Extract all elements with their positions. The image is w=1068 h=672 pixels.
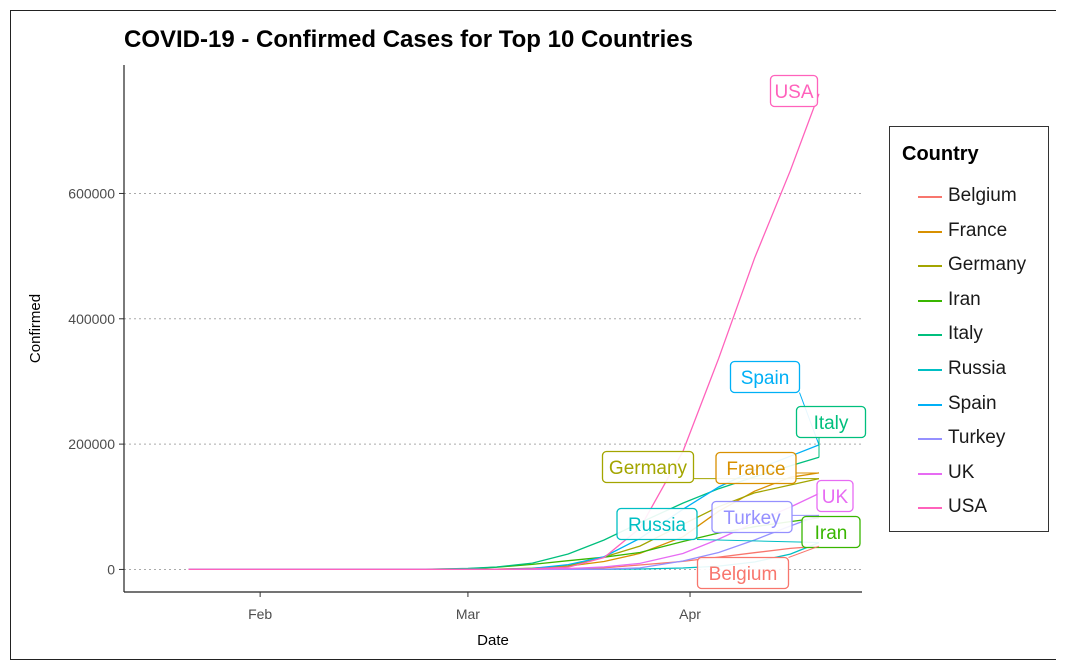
legend-swatch bbox=[918, 334, 942, 337]
series-label-italy: Italy bbox=[814, 413, 849, 434]
legend-item: USA bbox=[890, 490, 1048, 524]
y-tick-label: 0 bbox=[107, 561, 115, 577]
label-leader bbox=[788, 545, 820, 558]
x-tick-label: Feb bbox=[248, 606, 272, 622]
series-label-turkey: Turkey bbox=[723, 508, 781, 529]
label-box-germany bbox=[601, 450, 695, 484]
label-box-usa bbox=[769, 74, 819, 108]
legend-swatch bbox=[918, 403, 942, 406]
series-label-germany: Germany bbox=[609, 458, 688, 479]
legend: Country Belgium France Germany Iran Italy Rus… bbox=[889, 126, 1049, 532]
legend-label: UK bbox=[948, 461, 975, 483]
series-label-russia: Russia bbox=[628, 515, 687, 536]
label-box-russia bbox=[616, 507, 698, 541]
legend-item: Spain bbox=[890, 387, 1048, 421]
y-tick-label: 600000 bbox=[68, 185, 115, 201]
x-tick-label: Apr bbox=[679, 606, 701, 622]
series-label-belgium: Belgium bbox=[709, 564, 778, 585]
label-box-italy bbox=[795, 405, 867, 439]
series-label-france: France bbox=[726, 459, 785, 480]
y-tick-label: 400000 bbox=[68, 311, 115, 327]
series-label-iran: Iran bbox=[815, 523, 848, 544]
label-box-turkey bbox=[711, 500, 793, 534]
label-box-iran bbox=[801, 515, 861, 549]
legend-item: Germany bbox=[890, 248, 1048, 282]
legend-swatch bbox=[918, 472, 942, 475]
legend-label: France bbox=[948, 219, 1008, 241]
plot-frame bbox=[10, 10, 1056, 660]
legend-swatch bbox=[918, 369, 942, 371]
legend-item: Turkey bbox=[890, 421, 1048, 455]
legend-item: Italy bbox=[890, 317, 1048, 351]
legend-label: Italy bbox=[948, 323, 983, 345]
label-box-spain bbox=[729, 360, 801, 394]
y-axis-label: Confirmed bbox=[27, 294, 44, 363]
x-axis-label: Date bbox=[477, 632, 509, 649]
legend-swatch bbox=[918, 196, 942, 198]
legend-swatch bbox=[918, 438, 942, 441]
legend-swatch bbox=[918, 507, 942, 510]
legend-swatch bbox=[918, 230, 942, 233]
label-leader bbox=[696, 539, 820, 544]
legend-label: Turkey bbox=[948, 427, 1006, 449]
x-tick-label: Mar bbox=[456, 606, 480, 622]
series-label-spain: Spain bbox=[741, 368, 790, 389]
legend-label: Iran bbox=[948, 288, 981, 310]
series-line-usa bbox=[188, 93, 820, 571]
legend-item: Russia bbox=[890, 352, 1048, 386]
label-box-belgium bbox=[696, 556, 790, 590]
y-tick-label: 200000 bbox=[68, 436, 115, 452]
label-box-france bbox=[715, 451, 797, 485]
legend-label: Russia bbox=[948, 358, 1007, 379]
legend-title: Country bbox=[902, 143, 979, 165]
legend-label: Germany bbox=[948, 254, 1027, 276]
legend-item: Iran bbox=[890, 283, 1048, 317]
legend-label: USA bbox=[948, 496, 988, 518]
label-box-uk bbox=[816, 479, 854, 513]
legend-item: France bbox=[890, 214, 1048, 248]
legend-item: Belgium bbox=[890, 179, 1048, 213]
series-label-usa: USA bbox=[774, 82, 813, 103]
legend-label: Belgium bbox=[948, 185, 1017, 206]
legend-swatch bbox=[918, 299, 942, 302]
legend-label: Spain bbox=[948, 392, 997, 414]
series-label-uk: UK bbox=[822, 487, 849, 508]
legend-item: UK bbox=[890, 456, 1048, 490]
legend-swatch bbox=[918, 265, 942, 268]
chart-title: COVID-19 - Confirmed Cases for Top 10 Co… bbox=[124, 26, 693, 53]
